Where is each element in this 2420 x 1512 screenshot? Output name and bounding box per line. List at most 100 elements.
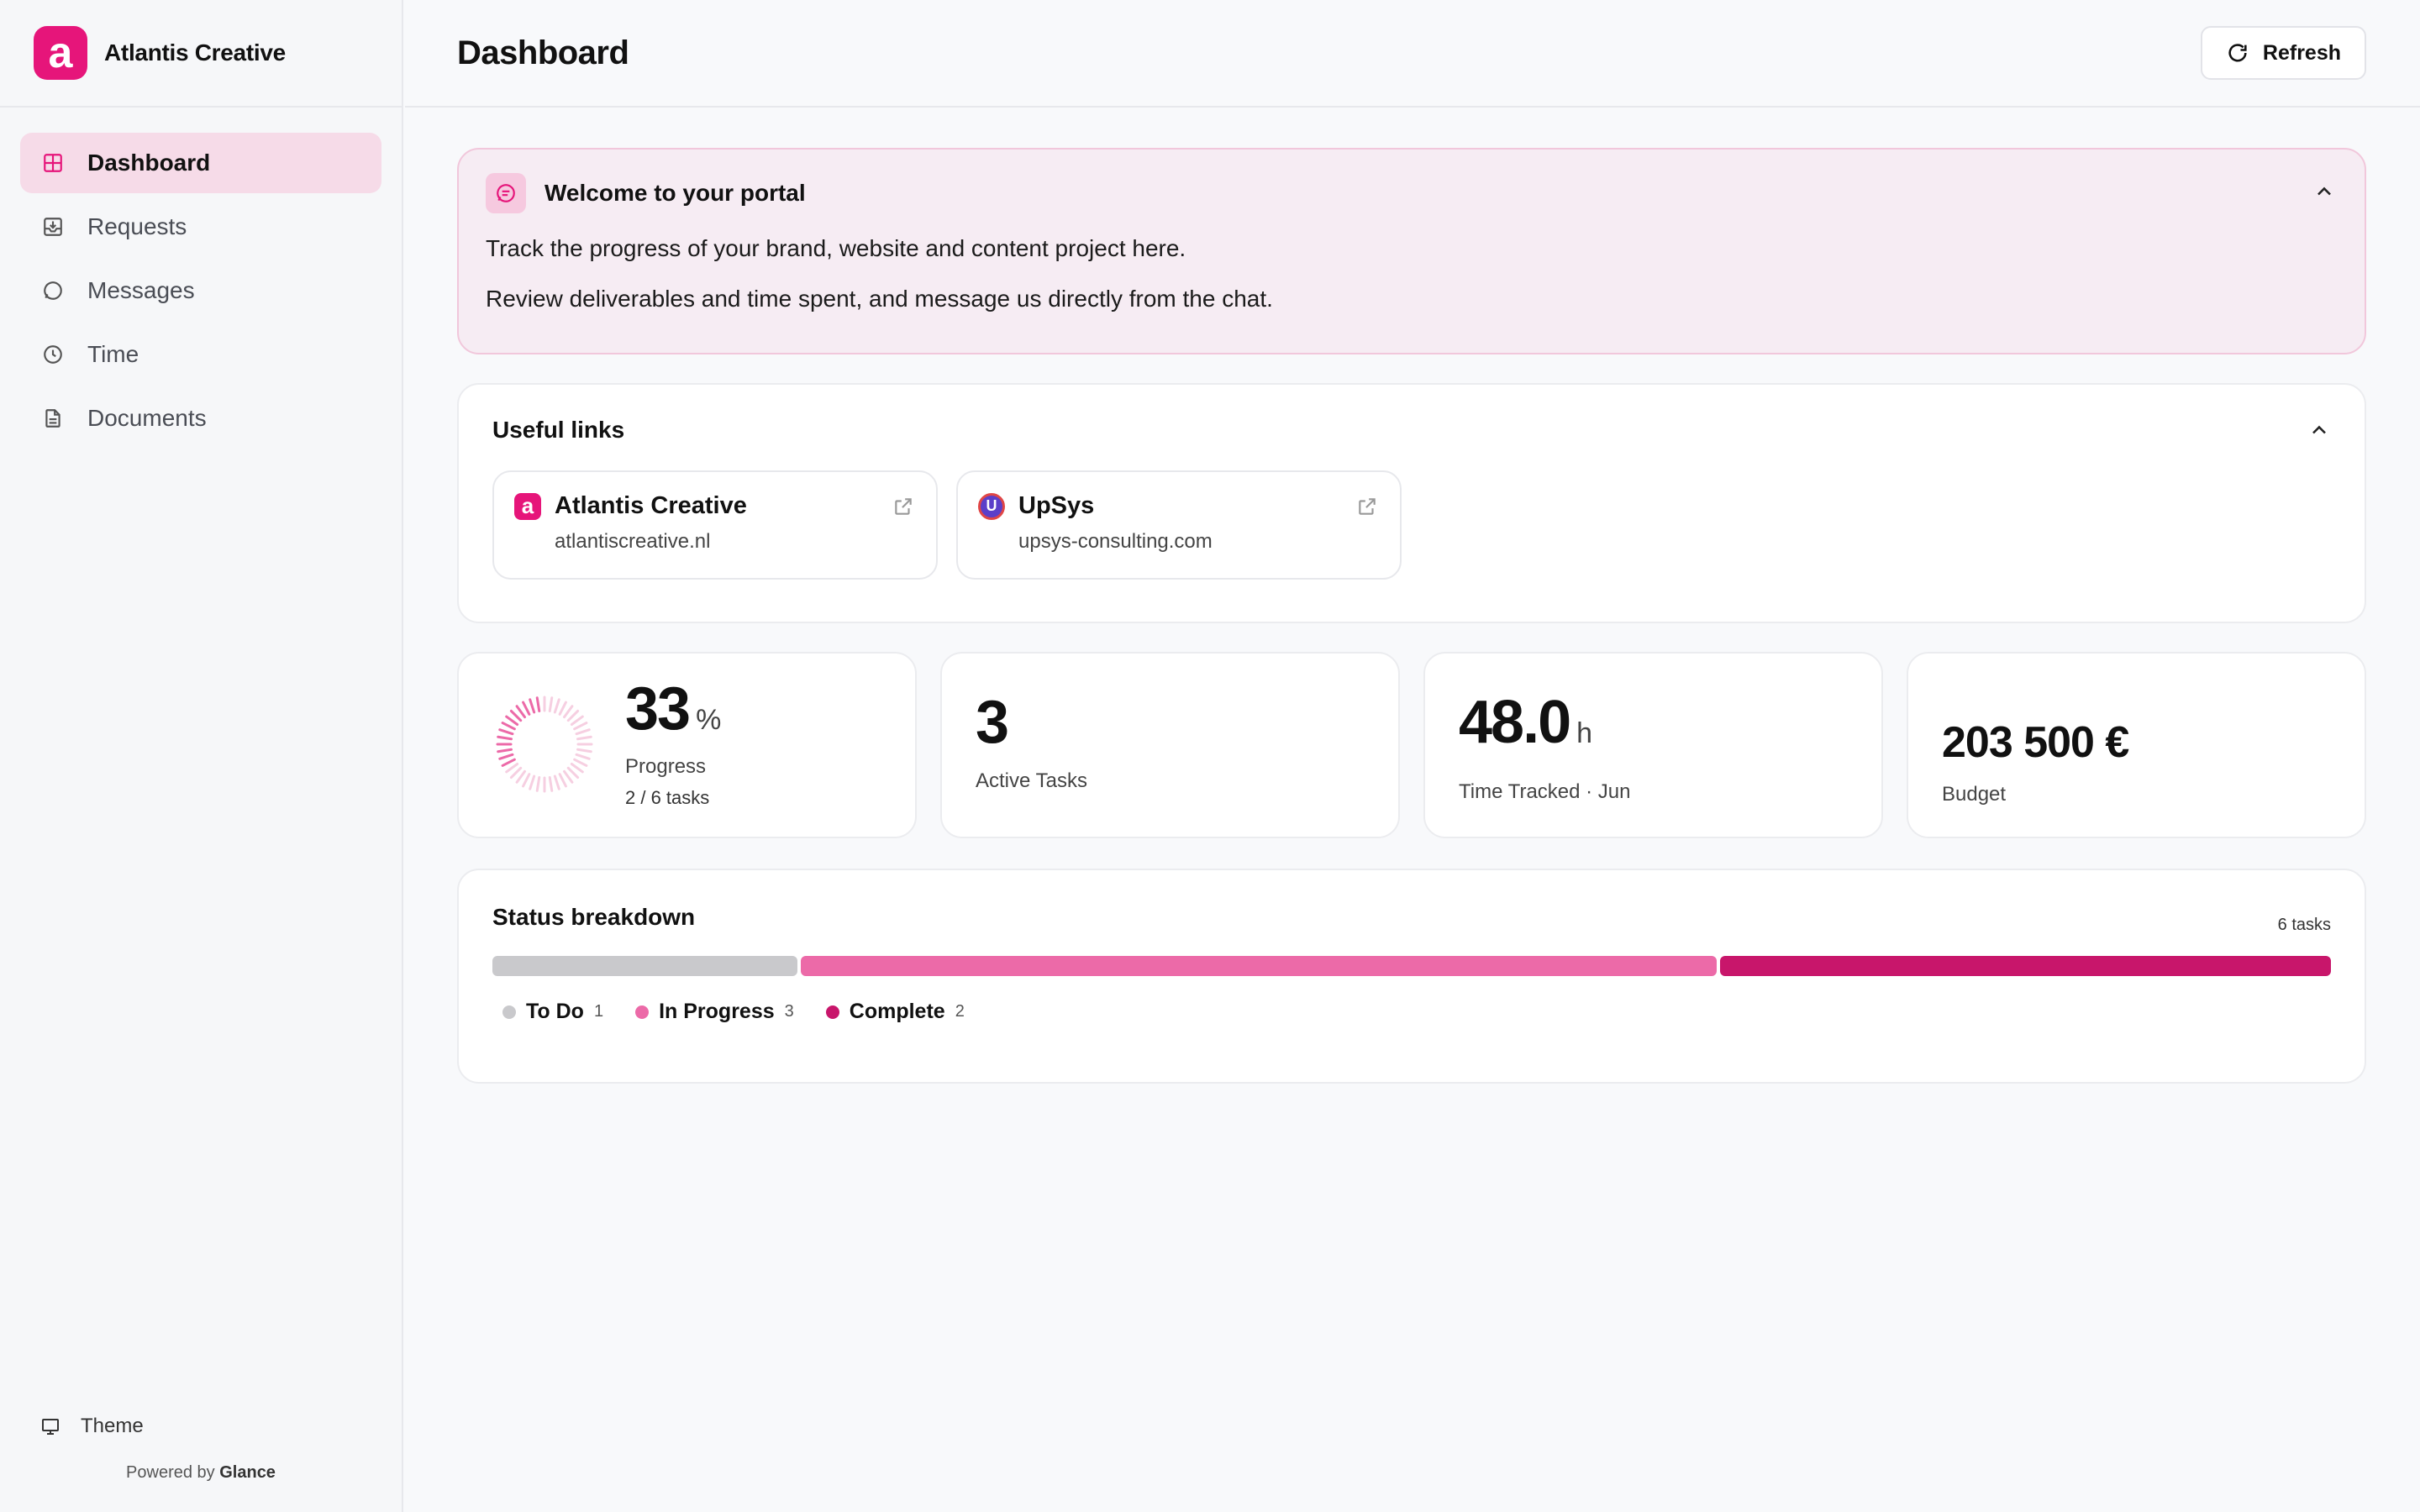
progress-unit: %	[696, 704, 722, 736]
sidebar-item-label: Dashboard	[87, 150, 211, 176]
legend-dot	[825, 1005, 839, 1019]
time-label: Time Tracked · Jun	[1459, 780, 1631, 803]
time-value: 48.0	[1459, 689, 1571, 756]
powered-brand[interactable]: Glance	[219, 1463, 276, 1482]
legend-item: In Progress 3	[635, 1000, 794, 1024]
refresh-button[interactable]: Refresh	[2200, 26, 2366, 80]
sidebar-item-time[interactable]: Time	[20, 324, 381, 385]
chevron-up-icon[interactable]	[2306, 417, 2333, 444]
progress-tick	[515, 705, 526, 719]
progress-tick	[509, 709, 523, 722]
sidebar-item-dashboard[interactable]: Dashboard	[20, 133, 381, 193]
progress-tick	[497, 748, 513, 753]
progress-tick	[535, 696, 541, 712]
sidebar-item-documents[interactable]: Documents	[20, 388, 381, 449]
progress-tick	[573, 758, 588, 767]
active-tasks-card: 3 Active Tasks	[940, 652, 1400, 838]
sidebar-item-requests[interactable]: Requests	[20, 197, 381, 257]
sidebar-item-label: Time	[87, 341, 139, 367]
status-task-count: 6 tasks	[2277, 916, 2331, 934]
time-tracked-card: 48.0 h Time Tracked · Jun	[1423, 652, 1883, 838]
legend-count: 1	[593, 1002, 604, 1021]
message-icon	[486, 173, 526, 213]
upsys-logo-icon: U	[978, 492, 1005, 520]
progress-tick	[563, 769, 574, 784]
legend-item: Complete 2	[825, 1000, 965, 1024]
brand-header[interactable]: a Atlantis Creative	[0, 0, 402, 108]
legend-label: In Progress	[659, 1000, 775, 1023]
link-name: Atlantis Creative	[555, 492, 747, 519]
legend-dot	[635, 1005, 650, 1019]
welcome-panel: Welcome to your portal Track the progres…	[457, 148, 2366, 354]
progress-ring	[496, 696, 593, 793]
refresh-icon	[2226, 40, 2251, 66]
status-bar	[492, 956, 2331, 976]
external-link-icon	[895, 498, 912, 515]
status-title: Status breakdown	[492, 904, 696, 930]
link-url: upsys-consulting.com	[1018, 530, 1213, 553]
sidebar-footer: Theme Powered by Glance	[0, 1401, 402, 1512]
budget-label: Budget	[1942, 783, 2007, 806]
progress-tick	[498, 753, 514, 760]
status-segment	[1720, 956, 2331, 976]
progress-tick	[497, 735, 513, 741]
theme-label: Theme	[81, 1415, 144, 1437]
welcome-line-1: Track the progress of your brand, websit…	[486, 235, 1186, 261]
status-segment	[492, 956, 798, 976]
progress-tick	[505, 763, 519, 774]
sidebar-item-label: Documents	[87, 405, 207, 431]
progress-tick	[553, 774, 560, 790]
link-card-atlantis[interactable]: a Atlantis Creative atlantiscreative.nl	[492, 470, 938, 580]
chat-icon	[40, 278, 66, 303]
progress-tick	[529, 698, 536, 714]
main-content: Welcome to your portal Track the progres…	[457, 148, 2366, 1084]
atlantis-logo-icon: a	[514, 492, 541, 520]
legend-label: Complete	[849, 1000, 945, 1023]
link-card-upsys[interactable]: U UpSys upsys-consulting.com	[956, 470, 1402, 580]
progress-tick	[576, 735, 592, 741]
stats-row: 33% Progress 2 / 6 tasks 3 Active Tasks …	[457, 652, 2366, 838]
progress-tick	[548, 776, 554, 792]
status-segment	[801, 956, 1718, 976]
progress-tick	[515, 769, 526, 784]
progress-sub: 2 / 6 tasks	[625, 787, 710, 808]
theme-toggle[interactable]: Theme	[0, 1401, 402, 1452]
page-title: Dashboard	[457, 34, 629, 71]
progress-tick	[501, 758, 516, 767]
sidebar-nav: Dashboard Requests Messages Time Documen…	[0, 108, 402, 449]
clock-icon	[40, 342, 66, 367]
progress-tick	[535, 776, 541, 792]
useful-links-title: Useful links	[492, 417, 625, 443]
budget-card: 203 500 € Budget	[1907, 652, 2366, 838]
useful-links-panel: Useful links a Atlantis Creative atlanti…	[457, 383, 2366, 623]
progress-tick	[505, 715, 519, 726]
progress-tick	[576, 748, 592, 753]
powered-prefix: Powered by	[126, 1463, 215, 1482]
progress-tick	[558, 773, 567, 788]
progress-tick	[529, 774, 536, 790]
progress-tick	[575, 728, 591, 736]
monitor-icon	[40, 1415, 64, 1438]
sidebar: a Atlantis Creative Dashboard Requests M…	[0, 0, 403, 1512]
powered-by: Powered by Glance	[0, 1452, 402, 1512]
status-legend: To Do 1 In Progress 3 Complete 2	[492, 1000, 2331, 1024]
progress-card: 33% Progress 2 / 6 tasks	[457, 652, 917, 838]
active-tasks-label: Active Tasks	[976, 769, 1087, 792]
inbox-icon	[40, 214, 66, 239]
progress-tick	[558, 701, 567, 716]
legend-count: 2	[955, 1002, 965, 1021]
progress-tick	[553, 698, 560, 714]
progress-tick	[575, 753, 591, 760]
link-url: atlantiscreative.nl	[555, 530, 711, 553]
progress-tick	[548, 696, 554, 712]
external-link-icon	[1359, 498, 1376, 515]
chevron-up-icon[interactable]	[2311, 178, 2338, 205]
time-unit: h	[1576, 717, 1593, 749]
budget-value: 203 500 €	[1942, 718, 2129, 767]
sidebar-item-messages[interactable]: Messages	[20, 260, 381, 321]
progress-tick	[498, 728, 514, 736]
progress-label: Progress	[625, 755, 707, 778]
progress-tick	[573, 722, 588, 731]
legend-dot	[502, 1005, 516, 1019]
progress-tick	[501, 722, 516, 731]
